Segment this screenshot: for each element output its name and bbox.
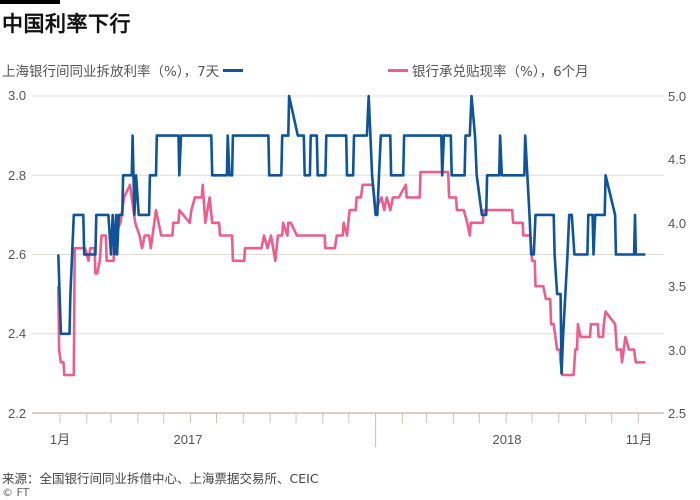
legend-item-discount: 银行承兑贴现率（%），6个月 — [384, 60, 589, 80]
x-ticks — [59, 413, 639, 447]
legend-item-shibor: 上海银行间同业拆放利率（%），7天 — [2, 60, 247, 80]
y-axis-left-labels: 3.0 2.8 2.6 2.4 2.2 — [8, 88, 26, 421]
y-right-tick-label: 3.5 — [668, 279, 686, 294]
series-lines — [57, 94, 646, 377]
copyright: © FT — [2, 486, 30, 499]
legend-label-shibor: 上海银行间同业拆放利率（%），7天 — [2, 64, 220, 80]
y-right-tick-label: 4.0 — [668, 216, 686, 231]
y-right-tick-label: 2.5 — [668, 406, 686, 421]
y-right-tick-label: 3.0 — [668, 343, 686, 358]
x-tick-label: 2017 — [174, 432, 203, 447]
gridlines — [32, 95, 664, 414]
legend-swatch-discount — [388, 68, 408, 72]
legend-swatch-shibor — [223, 68, 244, 72]
y-left-tick-label: 2.4 — [8, 326, 26, 341]
y-right-tick-label: 5.0 — [668, 89, 686, 104]
y-right-tick-label: 4.5 — [668, 152, 686, 167]
brand-bar — [0, 0, 60, 4]
y-left-tick-label: 3.0 — [8, 88, 26, 103]
x-tick-label: 11月 — [626, 432, 653, 447]
y-left-tick-label: 2.8 — [8, 168, 26, 183]
x-axis-labels: 1月 2017 2018 11月 — [50, 432, 652, 447]
y-left-tick-label: 2.2 — [8, 406, 26, 421]
y-left-tick-label: 2.6 — [8, 247, 26, 262]
y-axis-right-labels: 5.0 4.5 4.0 3.5 3.0 2.5 — [668, 89, 686, 421]
x-tick-label: 1月 — [50, 432, 70, 447]
chart-title: 中国利率下行 — [2, 12, 131, 36]
source-note: 来源：全国银行间同业拆借中心、上海票据交易所、CEIC — [2, 471, 319, 486]
series-line-discount-6m — [57, 170, 646, 377]
series-line-shibor-7d — [57, 94, 646, 375]
x-tick-label: 2018 — [493, 432, 522, 447]
legend-label-discount: 银行承兑贴现率（%），6个月 — [412, 64, 589, 80]
